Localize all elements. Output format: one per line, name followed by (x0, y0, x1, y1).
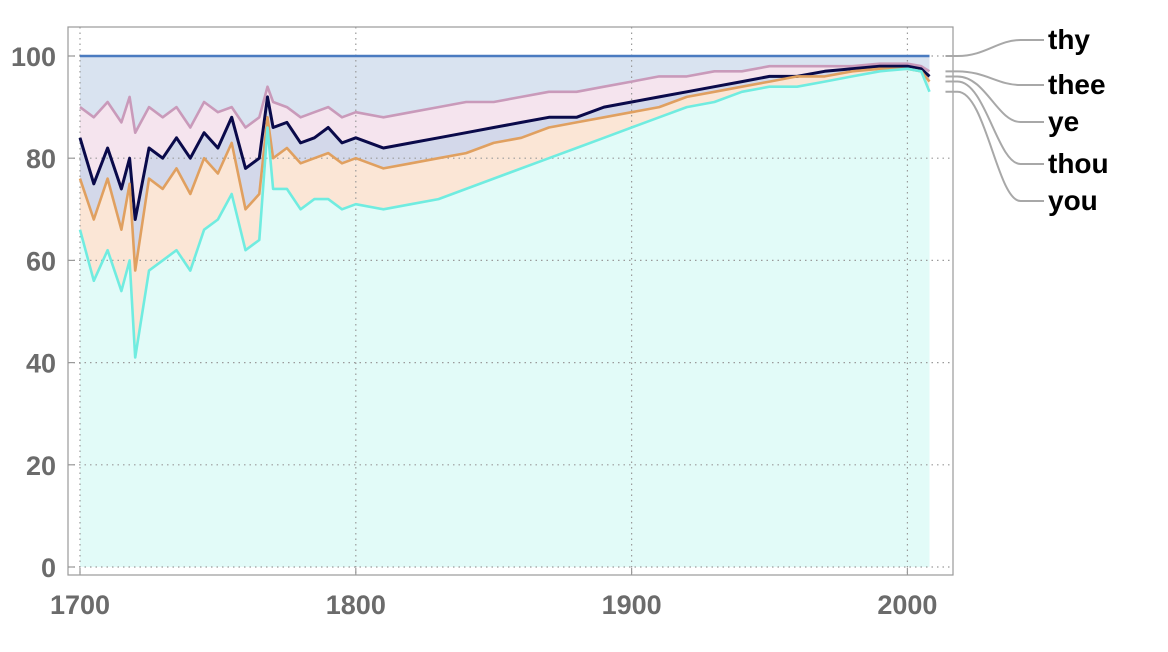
area-band-thou (80, 68, 930, 358)
legend-label-ye: ye (1048, 106, 1079, 137)
grid-lines (68, 27, 953, 575)
series-line-thee (79, 62, 931, 134)
plot-frame (67, 26, 954, 576)
y-tick-label: 60 (26, 246, 56, 276)
y-tick-label: 40 (26, 349, 56, 379)
legend: thy thee ye thou you (945, 24, 1109, 216)
x-tick-label: 2000 (877, 590, 937, 620)
legend-label-thou: thou (1048, 148, 1109, 179)
legend-label-thee: thee (1048, 69, 1106, 100)
legend-leader-thy (945, 39, 1044, 57)
legend-leader-thou (945, 80, 1044, 165)
y-tick-label: 100 (11, 42, 56, 72)
area-fills (80, 56, 930, 568)
legend-leader-thee (945, 70, 1044, 86)
legend-label-thy: thy (1048, 24, 1090, 55)
y-tick-label: 20 (26, 451, 56, 481)
area-band-thy (80, 56, 930, 133)
legend-label-you: you (1048, 185, 1098, 216)
y-tick-label: 0 (41, 553, 56, 583)
series-lines (78, 54, 931, 359)
y-tick-label: 80 (26, 144, 56, 174)
legend-leader-you (945, 90, 1044, 202)
area-band-ye (80, 66, 930, 271)
area-band-you (80, 68, 930, 568)
series-line-you (78, 67, 931, 359)
axis-ticks: 1700 1800 1900 2000 0 20 40 60 80 100 (11, 42, 938, 620)
x-tick-label: 1900 (602, 590, 662, 620)
series-line-thou (78, 67, 931, 272)
series-line-ye (78, 64, 931, 221)
x-tick-label: 1800 (326, 590, 386, 620)
x-tick-label: 1700 (50, 590, 110, 620)
legend-leader-ye (945, 75, 1044, 123)
area-band-thee (80, 63, 930, 220)
